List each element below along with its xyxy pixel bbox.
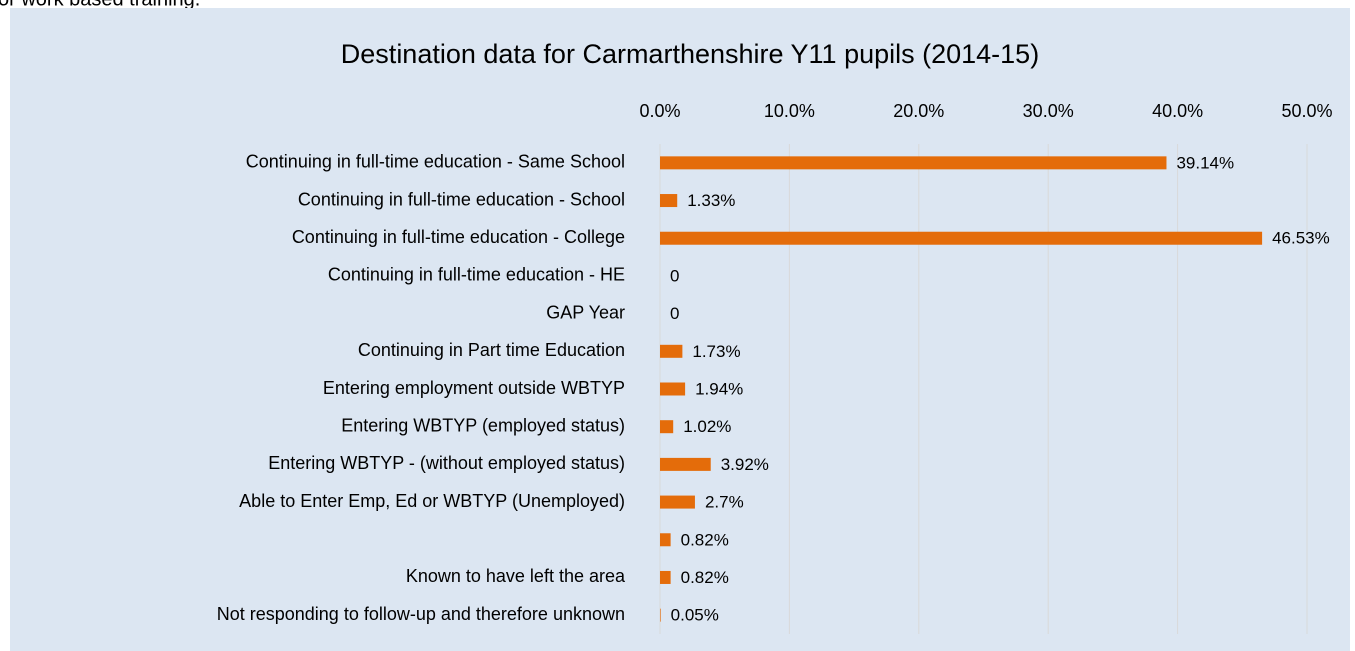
- chart-title: Destination data for Carmarthenshire Y11…: [341, 39, 1039, 69]
- bar: [660, 495, 695, 509]
- bar: [660, 457, 711, 471]
- data-label: 1.94%: [695, 379, 743, 398]
- page-text: or work based training.: [0, 0, 200, 10]
- data-label: 1.33%: [687, 191, 735, 210]
- data-label: 46.53%: [1272, 229, 1330, 248]
- bar: [660, 344, 683, 358]
- y-tick-label: Entering employment outside WBTYP: [323, 378, 625, 398]
- data-label: 0: [670, 304, 679, 323]
- data-label: 0.05%: [671, 606, 719, 625]
- y-tick-label: Entering WBTYP (employed status): [341, 415, 625, 435]
- bar: [660, 382, 686, 396]
- y-tick-label: GAP Year: [546, 302, 625, 322]
- x-tick-label: 0.0%: [639, 101, 680, 121]
- chart-background: [10, 8, 1350, 651]
- x-tick-label: 40.0%: [1152, 101, 1203, 121]
- bar: [660, 231, 1263, 245]
- x-tick-label: 20.0%: [893, 101, 944, 121]
- y-tick-label: Not responding to follow-up and therefor…: [217, 604, 625, 624]
- data-label: 3.92%: [721, 455, 769, 474]
- data-label: 0.82%: [681, 568, 729, 587]
- bar: [660, 608, 661, 622]
- y-tick-label: Able to Enter Emp, Ed or WBTYP (Unemploy…: [239, 491, 625, 511]
- x-tick-label: 10.0%: [764, 101, 815, 121]
- bar: [660, 156, 1167, 170]
- y-tick-label: Continuing in full-time education - Scho…: [298, 189, 625, 209]
- y-tick-label: Known to have left the area: [406, 566, 626, 586]
- data-label: 2.7%: [705, 493, 744, 512]
- data-label: 0: [670, 266, 679, 285]
- data-label: 1.73%: [692, 342, 740, 361]
- bar: [660, 194, 678, 208]
- data-label: 0.82%: [681, 530, 729, 549]
- y-tick-label: Continuing in full-time education - Coll…: [292, 227, 625, 247]
- y-tick-label: Continuing in full-time education - HE: [328, 265, 625, 285]
- x-tick-label: 50.0%: [1281, 101, 1332, 121]
- y-tick-label: Continuing in full-time education - Same…: [246, 152, 625, 172]
- x-tick-label: 30.0%: [1023, 101, 1074, 121]
- bar: [660, 533, 671, 547]
- y-tick-label: Entering WBTYP - (without employed statu…: [268, 453, 625, 473]
- bar: [660, 420, 674, 434]
- data-label: 39.14%: [1176, 153, 1234, 172]
- bar: [660, 570, 671, 584]
- data-label: 1.02%: [683, 417, 731, 436]
- y-tick-label: Continuing in Part time Education: [358, 340, 625, 360]
